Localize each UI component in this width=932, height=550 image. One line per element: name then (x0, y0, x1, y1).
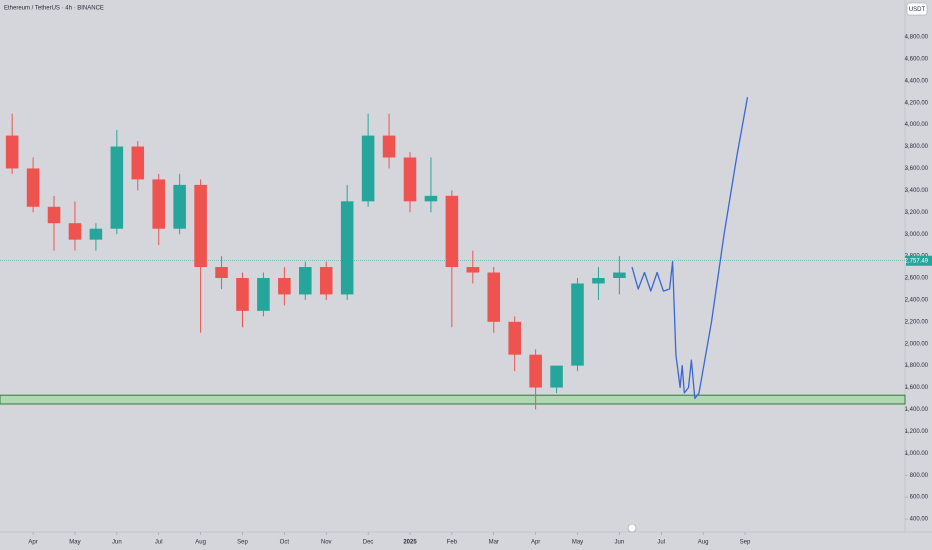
candle-body (445, 195, 459, 268)
candle-body (613, 272, 626, 278)
x-tick-label: Nov (321, 540, 332, 546)
y-tick-label: 2,600.00 (905, 276, 929, 282)
y-tick-label: 2,400.00 (905, 297, 929, 303)
candle-body (299, 267, 312, 295)
y-tick-label: 3,200.00 (905, 210, 929, 216)
y-tick-label: 4,400.00 (905, 78, 929, 84)
x-tick-label: May (69, 540, 80, 546)
candle-body (236, 278, 249, 311)
candle-body (47, 206, 61, 224)
x-tick-label: Jun (615, 540, 625, 546)
x-tick-label: Apr (531, 540, 540, 546)
candle-body (68, 223, 82, 240)
y-tick-label: 4,600.00 (905, 56, 929, 62)
chart-title: Ethereum / TetherUS · 4h · BINANCE (4, 6, 104, 12)
currency-label[interactable]: USDT (909, 7, 926, 13)
x-tick-label: Dec (363, 540, 374, 546)
candle-body (215, 267, 228, 278)
y-tick-label: 3,800.00 (905, 144, 929, 150)
y-tick-label: 4,000.00 (905, 122, 929, 128)
y-tick-label: 400.00 (910, 517, 929, 523)
y-tick-label: 1,600.00 (905, 385, 929, 391)
candle-body (487, 272, 501, 322)
x-tick-label: Jul (155, 540, 163, 546)
candle-body (194, 184, 207, 268)
y-tick-label: 600.00 (910, 495, 929, 501)
candle-body (592, 278, 605, 284)
x-tick-label: Apr (28, 540, 37, 546)
event-icon[interactable] (627, 523, 637, 533)
candle-body (529, 354, 542, 388)
support-zone (0, 394, 906, 405)
price-label: 2,757.49 (905, 258, 929, 264)
y-tick-label: 3,600.00 (905, 166, 929, 172)
candle-body (89, 228, 103, 240)
candle-body (550, 365, 563, 388)
x-tick-label: Aug (698, 540, 709, 546)
price-label-box (906, 255, 932, 266)
candle-body (466, 267, 480, 273)
candle-body (152, 179, 166, 229)
y-tick-label: 4,800.00 (905, 35, 929, 41)
candle-body (403, 157, 417, 202)
y-tick-label: 800.00 (910, 473, 929, 479)
candle-body (131, 146, 145, 180)
x-tick-label: Jul (657, 540, 665, 546)
candle-body (5, 135, 19, 169)
projection-line (631, 97, 749, 400)
x-tick-label: Sep (237, 540, 248, 546)
x-tick-label: Oct (280, 540, 290, 546)
candle-body (571, 283, 584, 366)
y-tick-label: 4,200.00 (905, 100, 929, 106)
candle-body (340, 201, 354, 295)
y-tick-label: 1,000.00 (905, 451, 929, 457)
y-tick-label: 1,200.00 (905, 429, 929, 435)
x-tick-label: 2025 (403, 540, 417, 546)
x-tick-label: Aug (195, 540, 206, 546)
candle-body (278, 278, 291, 295)
candle-body (361, 135, 375, 202)
candle-body (26, 168, 40, 207)
candle-body (508, 321, 521, 355)
y-tick-label: 1,400.00 (905, 407, 929, 413)
y-tick-label: 1,800.00 (905, 363, 929, 369)
currency-box[interactable] (906, 2, 928, 16)
y-tick-label: 3,400.00 (905, 188, 929, 194)
y-tick-label: 2,000.00 (905, 341, 929, 347)
x-tick-label: Sep (740, 540, 751, 546)
x-tick-label: Jun (112, 540, 122, 546)
candle-body (257, 278, 270, 311)
candle-body (110, 146, 124, 229)
x-tick-label: Mar (489, 540, 499, 546)
x-tick-label: May (572, 540, 583, 546)
y-tick-label: 3,000.00 (905, 232, 929, 238)
y-tick-label: 2,200.00 (905, 319, 929, 325)
candle-body (382, 135, 396, 158)
x-tick-label: Feb (447, 540, 458, 546)
candle-body (173, 184, 186, 229)
candle-body (424, 195, 438, 202)
candle-body (319, 267, 333, 295)
